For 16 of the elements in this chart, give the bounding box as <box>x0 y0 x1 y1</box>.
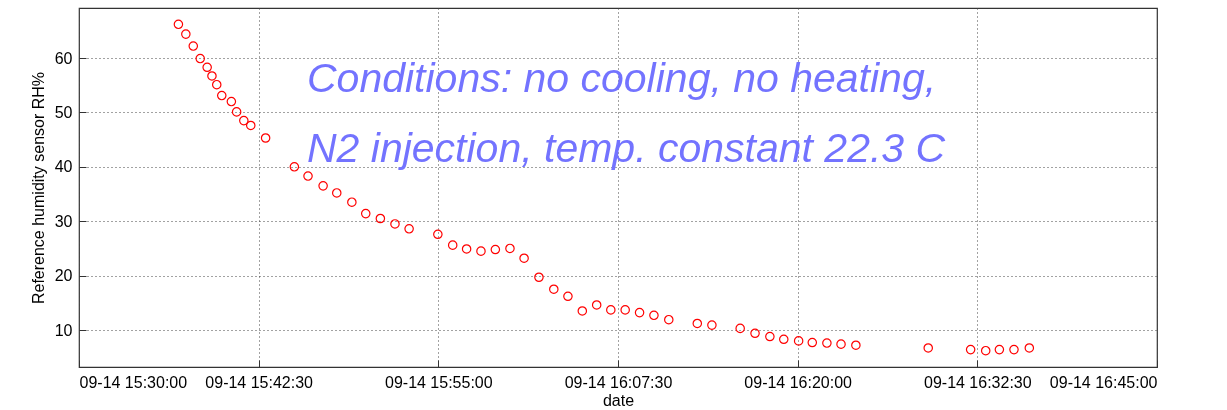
x-tick-label: 09-14 15:42:30 <box>205 373 314 391</box>
y-tick-label: 30 <box>54 212 73 230</box>
y-tick-label: 60 <box>54 49 73 67</box>
annotation: Conditions: no cooling, no heating, N2 injection, temp. constant 22.3 C <box>307 55 946 171</box>
x-tick-label: 09-14 15:55:00 <box>385 373 493 391</box>
x-tick-label: 09-14 15:30:00 <box>79 373 188 391</box>
x-axis-title: date <box>602 391 635 409</box>
y-axis-title: Reference humidity sensor RH% <box>29 71 47 305</box>
y-tick-label: 10 <box>54 321 73 339</box>
y-tick-label: 40 <box>54 158 73 176</box>
y-tick-label: 50 <box>54 103 73 121</box>
y-tick-label: 20 <box>54 267 73 285</box>
x-tick-label: 09-14 16:32:30 <box>924 373 1032 391</box>
x-tick-label: 09-14 16:07:30 <box>564 373 673 391</box>
x-tick-label: 09-14 16:20:00 <box>744 373 853 391</box>
x-tick-label: 09-14 16:45:00 <box>1049 373 1158 391</box>
